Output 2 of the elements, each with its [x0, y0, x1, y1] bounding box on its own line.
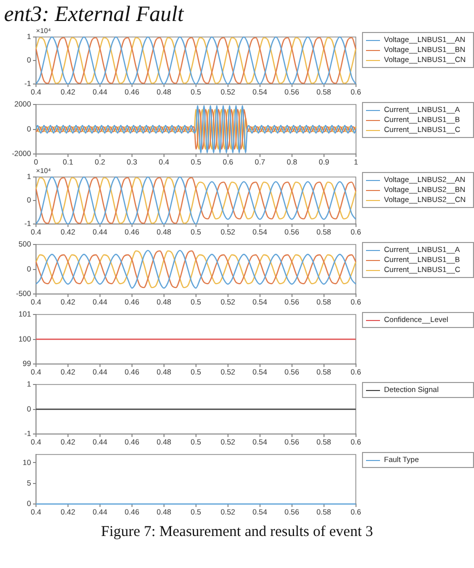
caption: Figure 7: Measurement and results of event 3	[100, 524, 374, 541]
chart-title: ent3: External Fault	[3, 0, 185, 28]
